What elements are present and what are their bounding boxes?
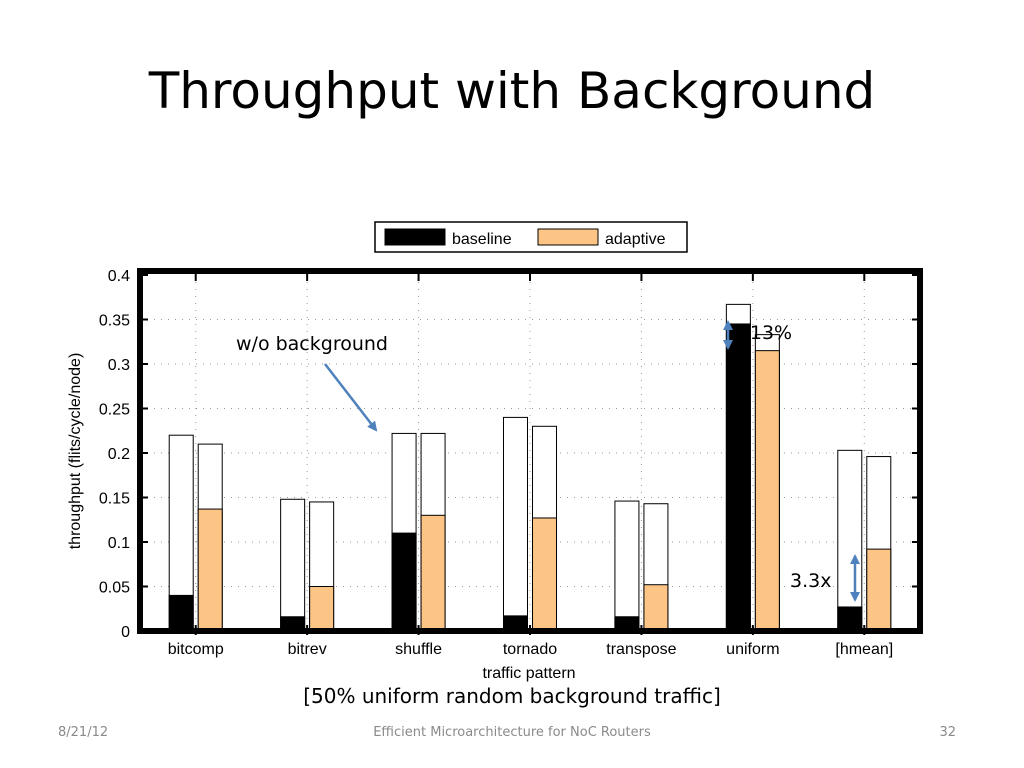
y-tick-label: 0	[121, 624, 130, 641]
legend: baseline adaptive	[374, 221, 688, 253]
bar-baseline	[391, 532, 417, 632]
bar-baseline-without-background	[503, 416, 528, 632]
bar-baseline	[725, 323, 751, 632]
y-tick-label: 0.2	[108, 446, 130, 463]
bar-baseline-without-background	[614, 500, 640, 632]
annotation-wo-background-text: w/o background	[236, 333, 388, 355]
chart-caption: [50% uniform random background traffic]	[303, 684, 721, 708]
bar-adaptive	[866, 548, 892, 632]
bar-adaptive	[532, 517, 557, 632]
bar-adaptive	[643, 584, 669, 632]
x-tick-label: [hmean]	[835, 641, 893, 658]
slide-title: Throughput with Background	[148, 62, 876, 120]
bar-baseline	[168, 594, 194, 632]
bar-adaptive	[309, 586, 335, 632]
x-axis-label: traffic pattern	[482, 665, 575, 682]
x-tick-label: bitrev	[288, 641, 327, 658]
y-axis-label: throughput (flits/cycle/node)	[67, 353, 84, 550]
legend-label-adaptive: adaptive	[605, 231, 666, 248]
legend-swatch-baseline	[384, 228, 446, 246]
x-tick-label: shuffle	[395, 641, 442, 658]
annotation-wo-background-arrow	[324, 363, 378, 432]
legend-label-baseline: baseline	[452, 231, 512, 248]
footer-date: 8/21/12	[58, 725, 109, 740]
footer-presentation-title: Efficient Microarchitecture for NoC Rout…	[373, 725, 651, 740]
y-tick-label: 0.15	[99, 491, 130, 508]
footer-page-number: 32	[939, 725, 956, 740]
y-tick-label: 0.35	[99, 313, 130, 330]
x-tick-label: transpose	[606, 641, 676, 658]
x-tick-label: uniform	[726, 641, 779, 658]
x-tick-label: bitcomp	[168, 641, 224, 658]
annotation-uniform-delta: -13%	[723, 320, 792, 350]
bar-baseline-without-background	[280, 498, 306, 632]
bar-baseline-without-background	[837, 449, 863, 632]
legend-swatch-adaptive	[537, 228, 599, 246]
y-tick-label: 0.1	[108, 535, 130, 552]
bar-baseline	[837, 606, 863, 632]
y-tick-label: 0.25	[99, 402, 130, 419]
bar-adaptive	[420, 514, 446, 632]
annotation-uniform-delta-text: -13%	[743, 322, 792, 344]
annotation-wo-background: w/o background	[236, 333, 388, 432]
y-tick-label: 0.3	[108, 357, 130, 374]
annotation-hmean-ratio: 3.3x	[790, 554, 860, 602]
x-tick-label: tornado	[503, 641, 557, 658]
bar-adaptive	[197, 508, 223, 632]
bar-adaptive	[754, 350, 780, 632]
y-tick-label: 0.05	[99, 580, 130, 597]
annotation-hmean-ratio-text: 3.3x	[790, 570, 831, 592]
y-tick-label: 0.4	[108, 268, 130, 285]
